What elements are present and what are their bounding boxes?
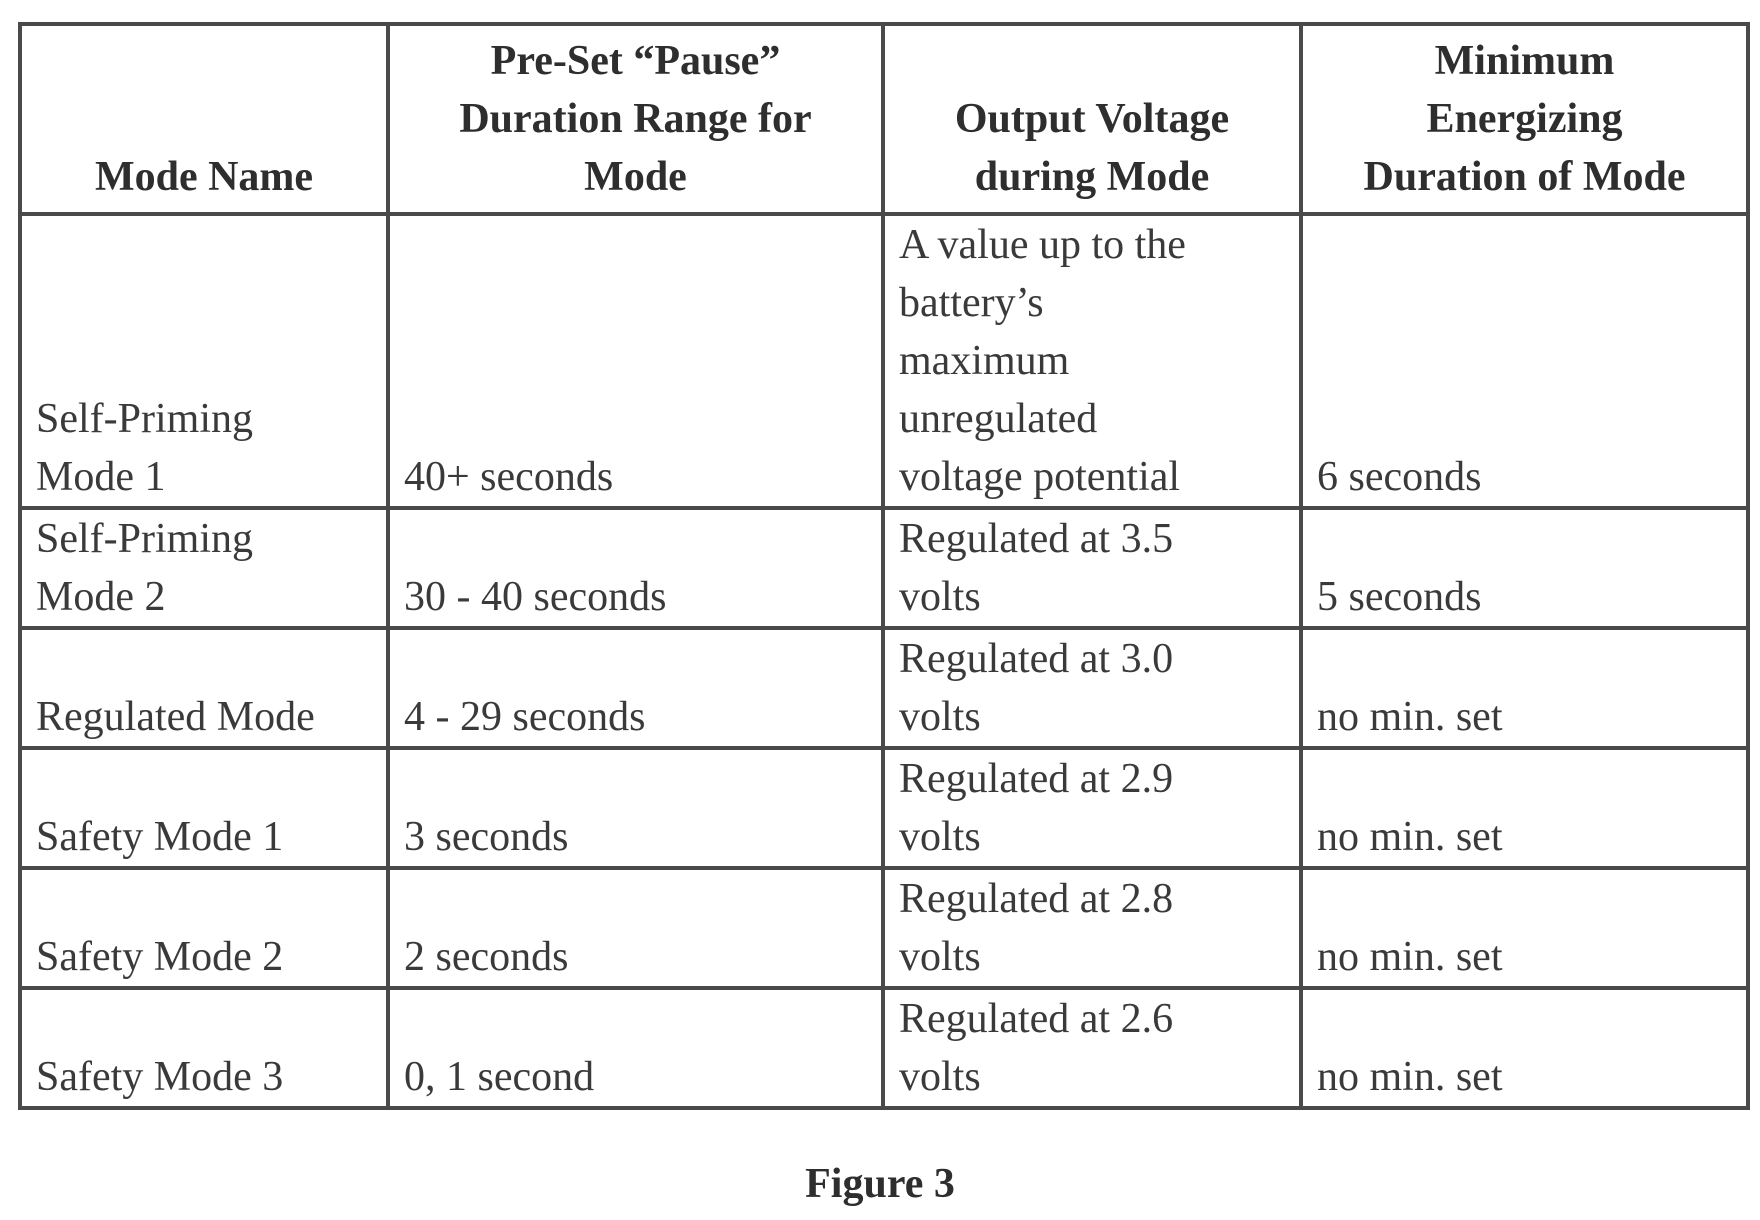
- header-mode-name: Mode Name: [18, 22, 390, 216]
- cell-mode-name: Regulated Mode: [18, 626, 390, 750]
- cell-output-voltage: Regulated at 3.5 volts: [881, 506, 1303, 630]
- header-min-duration: Minimum Energizing Duration of Mode: [1299, 22, 1750, 216]
- header-pause-duration: Pre-Set “Pause” Duration Range for Mode: [386, 22, 885, 216]
- cell-mode-name: Self-Priming Mode 1: [18, 212, 390, 510]
- cell-min-duration: 6 seconds: [1299, 212, 1750, 510]
- cell-min-duration: no min. set: [1299, 746, 1750, 870]
- cell-pause-duration: 40+ seconds: [386, 212, 885, 510]
- cell-mode-name: Self-Priming Mode 2: [18, 506, 390, 630]
- cell-pause-duration: 4 - 29 seconds: [386, 626, 885, 750]
- cell-min-duration: 5 seconds: [1299, 506, 1750, 630]
- cell-output-voltage: Regulated at 2.8 volts: [881, 866, 1303, 990]
- cell-min-duration: no min. set: [1299, 626, 1750, 750]
- table-row: Safety Mode 2 2 seconds Regulated at 2.8…: [18, 866, 1750, 990]
- header-output-voltage: Output Voltage during Mode: [881, 22, 1303, 216]
- cell-output-voltage: Regulated at 2.9 volts: [881, 746, 1303, 870]
- cell-pause-duration: 0, 1 second: [386, 986, 885, 1110]
- cell-mode-name: Safety Mode 1: [18, 746, 390, 870]
- table-row: Self-Priming Mode 1 40+ seconds A value …: [18, 212, 1750, 510]
- table-header-row: Mode Name Pre-Set “Pause” Duration Range…: [18, 22, 1750, 216]
- table-row: Self-Priming Mode 2 30 - 40 seconds Regu…: [18, 506, 1750, 630]
- table-row: Safety Mode 3 0, 1 second Regulated at 2…: [18, 986, 1750, 1110]
- cell-output-voltage: Regulated at 2.6 volts: [881, 986, 1303, 1110]
- table-row: Safety Mode 1 3 seconds Regulated at 2.9…: [18, 746, 1750, 870]
- cell-mode-name: Safety Mode 3: [18, 986, 390, 1110]
- cell-pause-duration: 3 seconds: [386, 746, 885, 870]
- mode-table: Mode Name Pre-Set “Pause” Duration Range…: [18, 22, 1750, 1110]
- cell-min-duration: no min. set: [1299, 986, 1750, 1110]
- figure-caption: Figure 3: [805, 1161, 955, 1207]
- cell-mode-name: Safety Mode 2: [18, 866, 390, 990]
- cell-pause-duration: 30 - 40 seconds: [386, 506, 885, 630]
- table-row: Regulated Mode 4 - 29 seconds Regulated …: [18, 626, 1750, 750]
- cell-output-voltage: Regulated at 3.0 volts: [881, 626, 1303, 750]
- cell-output-voltage: A value up to the battery’s maximum unre…: [881, 212, 1303, 510]
- cell-pause-duration: 2 seconds: [386, 866, 885, 990]
- cell-min-duration: no min. set: [1299, 866, 1750, 990]
